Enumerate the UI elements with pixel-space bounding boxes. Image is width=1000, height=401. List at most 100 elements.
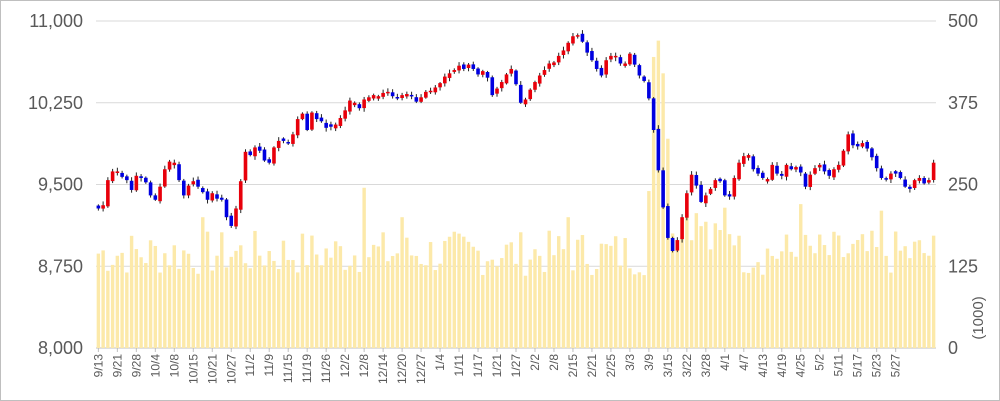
- candle: [585, 40, 589, 56]
- candle-body: [329, 124, 333, 127]
- candle: [106, 177, 110, 208]
- volume-bar: [381, 232, 385, 348]
- candle-body: [623, 63, 627, 66]
- candle: [433, 85, 438, 95]
- volume-bar: [253, 230, 257, 348]
- candle: [794, 165, 798, 173]
- candle-body: [101, 205, 105, 209]
- candle-body: [177, 164, 181, 181]
- volume-bar: [571, 270, 575, 348]
- candle-body: [438, 83, 442, 88]
- volume-bar: [594, 268, 599, 348]
- candle: [699, 181, 703, 204]
- volume-bar: [514, 263, 518, 348]
- volume-bar: [281, 240, 286, 348]
- x-tick-label: 10/4: [148, 354, 162, 378]
- candle-body: [889, 173, 893, 180]
- candle: [234, 205, 238, 230]
- x-tick-label: 12/27: [414, 354, 428, 384]
- candle-body: [96, 205, 101, 209]
- candle: [803, 171, 808, 190]
- candle-body: [333, 124, 338, 129]
- candle-body: [461, 64, 466, 69]
- volume-bar: [490, 259, 494, 348]
- volume-bar: [647, 191, 651, 348]
- candle: [836, 161, 841, 173]
- volume-bar: [148, 240, 153, 348]
- candle: [281, 137, 286, 144]
- volume-bars: [96, 40, 936, 349]
- x-tick-label: 5/2: [813, 354, 827, 371]
- candle: [447, 69, 452, 82]
- candlesticks: [96, 30, 936, 253]
- volume-bar: [371, 244, 376, 348]
- candle-body: [898, 172, 903, 178]
- candle-body: [618, 57, 623, 64]
- candle: [314, 110, 319, 123]
- volume-bar: [751, 267, 755, 348]
- candle: [163, 165, 167, 188]
- candle-body: [424, 91, 428, 98]
- candle: [343, 106, 347, 122]
- volume-bar: [201, 217, 205, 348]
- candle-body: [495, 88, 499, 94]
- candle: [618, 54, 623, 66]
- candle: [580, 30, 585, 43]
- volume-bar: [443, 240, 447, 348]
- candle: [575, 33, 580, 39]
- candle: [718, 177, 722, 183]
- candle: [485, 70, 490, 82]
- candle: [537, 72, 542, 87]
- candle: [333, 122, 338, 132]
- volume-bar: [723, 207, 727, 348]
- candle: [461, 62, 466, 72]
- candle-body: [903, 179, 907, 187]
- candle-body: [471, 64, 476, 69]
- candle-body: [566, 42, 571, 52]
- candle-body: [528, 89, 533, 100]
- volume-bar: [708, 249, 713, 348]
- volume-bar: [267, 251, 271, 348]
- x-tick-label: 9/13: [91, 354, 105, 378]
- candle-body: [452, 70, 457, 72]
- volume-bar: [352, 255, 357, 348]
- candle: [723, 178, 727, 197]
- candle: [348, 97, 352, 115]
- candle-body: [542, 70, 547, 75]
- volume-bar: [822, 245, 827, 348]
- candle-body: [248, 151, 253, 156]
- volume-bar: [220, 232, 224, 348]
- candle: [708, 187, 713, 196]
- volume-bar: [931, 235, 936, 348]
- volume-bar: [433, 270, 438, 348]
- candle-body: [457, 65, 461, 71]
- candle-body: [708, 188, 713, 194]
- y-right-axis-title: (1000): [970, 296, 987, 339]
- candle-body: [666, 206, 670, 238]
- x-tick-label: 2/8: [547, 354, 561, 371]
- candle-body: [291, 134, 295, 144]
- candle-body: [518, 84, 523, 103]
- candle: [647, 79, 651, 101]
- candle: [329, 121, 333, 131]
- candle-body: [637, 65, 642, 76]
- volume-bar: [761, 274, 765, 348]
- candle-body: [476, 68, 480, 75]
- candle: [609, 52, 613, 63]
- volume-bar: [837, 235, 841, 348]
- volume-bar: [348, 265, 352, 348]
- volume-bar: [414, 255, 419, 348]
- x-tick-label: 1/17: [471, 354, 485, 378]
- volume-bar: [120, 252, 124, 348]
- x-tick-label: 4/25: [794, 354, 808, 378]
- candle-body: [699, 184, 703, 202]
- volume-bar: [632, 274, 637, 348]
- candle: [817, 163, 822, 172]
- candle-body: [770, 164, 775, 180]
- volume-bar: [732, 245, 737, 348]
- candle: [238, 179, 243, 214]
- candle: [153, 193, 158, 201]
- volume-bar: [500, 258, 504, 348]
- volume-bar: [613, 236, 618, 348]
- volume-bar: [452, 231, 457, 348]
